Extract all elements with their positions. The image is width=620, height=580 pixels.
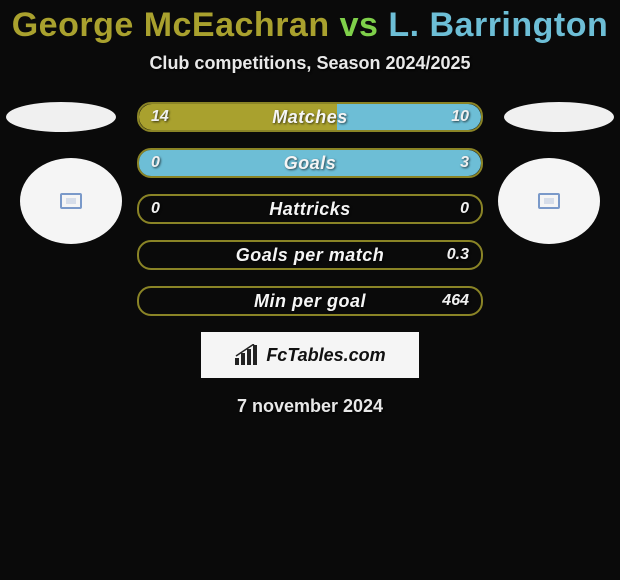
stat-label: Goals bbox=[139, 150, 481, 176]
bar-chart-icon bbox=[234, 344, 260, 366]
title-player2: L. Barrington bbox=[388, 6, 608, 44]
stat-label: Matches bbox=[139, 104, 481, 130]
stat-row: Goals per match0.3 bbox=[137, 240, 483, 270]
stats-rows: Matches1410Goals03Hattricks00Goals per m… bbox=[137, 102, 483, 316]
stat-label: Hattricks bbox=[139, 196, 481, 222]
brand-text: FcTables.com bbox=[266, 345, 385, 366]
player-avatar-right bbox=[498, 158, 600, 244]
stat-value-right: 3 bbox=[460, 150, 469, 176]
title-vs: vs bbox=[340, 6, 379, 44]
stat-row: Goals0 3 bbox=[137, 148, 483, 178]
team-oval-right bbox=[504, 102, 614, 132]
stat-value-right: 0.3 bbox=[447, 242, 469, 268]
stat-value-right: 0 bbox=[460, 196, 469, 222]
stat-row: Hattricks0 0 bbox=[137, 194, 483, 224]
player-badge-icon bbox=[60, 193, 82, 209]
comparison-panel: Matches1410Goals03Hattricks00Goals per m… bbox=[0, 102, 620, 417]
stat-label: Goals per match bbox=[139, 242, 481, 268]
stat-label: Min per goal bbox=[139, 288, 481, 314]
player-badge-icon bbox=[538, 193, 560, 209]
title-player1: George McEachran bbox=[12, 6, 330, 44]
date: 7 november 2024 bbox=[0, 396, 620, 417]
stat-row: Min per goal464 bbox=[137, 286, 483, 316]
stat-value-left: 0 bbox=[151, 196, 160, 222]
brand-box: FcTables.com bbox=[201, 332, 419, 378]
subtitle: Club competitions, Season 2024/2025 bbox=[0, 53, 620, 74]
stat-row: Matches14 10 bbox=[137, 102, 483, 132]
stat-value-right: 464 bbox=[442, 288, 469, 314]
page-title: George McEachran vs L. Barrington bbox=[0, 0, 620, 45]
stat-value-left: 0 bbox=[151, 150, 160, 176]
stat-value-right: 10 bbox=[451, 104, 469, 130]
stat-value-left: 14 bbox=[151, 104, 169, 130]
player-avatar-left bbox=[20, 158, 122, 244]
team-oval-left bbox=[6, 102, 116, 132]
